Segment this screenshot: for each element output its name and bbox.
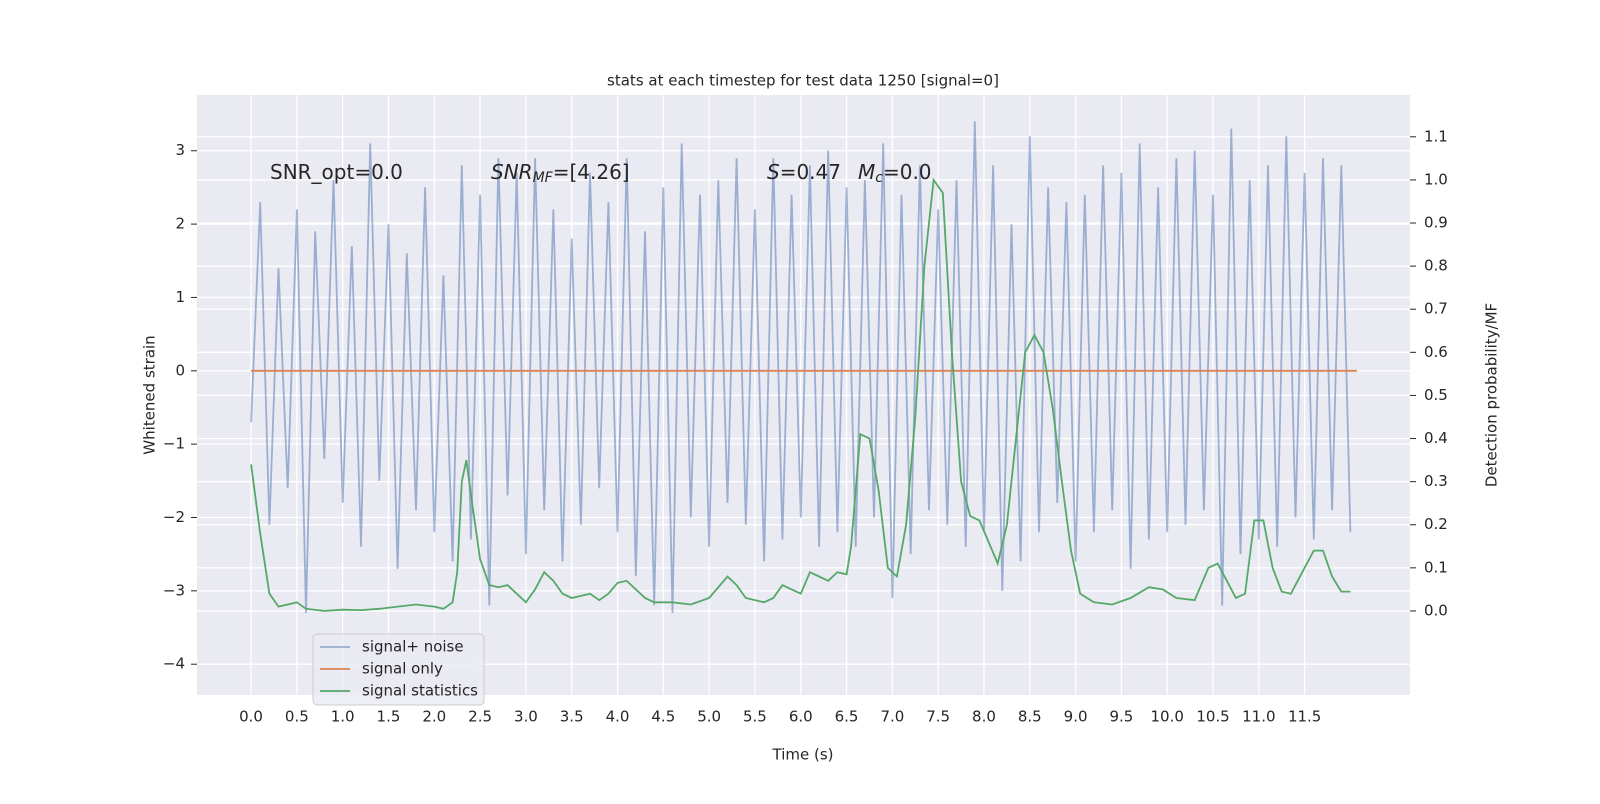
x-tick-label: 10.5 bbox=[1196, 708, 1229, 726]
annotation: SNRMF=[4.26] bbox=[491, 160, 630, 187]
chart-title: stats at each timestep for test data 125… bbox=[607, 72, 999, 90]
legend-label: signal only bbox=[362, 660, 443, 678]
grid bbox=[197, 95, 1410, 695]
y2-axis-label: Detection probability/MF bbox=[1483, 303, 1501, 487]
y2-tick-label: 1.1 bbox=[1424, 127, 1448, 145]
annotation: S=0.47 bbox=[767, 160, 841, 184]
y-tick-label: −2 bbox=[163, 508, 185, 526]
y2-tick-label: 0.1 bbox=[1424, 558, 1448, 576]
annotation-symbol: S bbox=[767, 160, 780, 184]
x-tick-label: 8.5 bbox=[1018, 708, 1042, 726]
annotation-symbol: M bbox=[858, 160, 875, 184]
annotation: Mc=0.0 bbox=[858, 160, 932, 187]
x-tick-label: 5.0 bbox=[697, 708, 721, 726]
series-line bbox=[250, 177, 1351, 612]
annotation-subscript: c bbox=[875, 170, 883, 186]
x-tick-label: 5.5 bbox=[743, 708, 767, 726]
x-tick-label: 3.5 bbox=[560, 708, 584, 726]
x-tick-label: 4.0 bbox=[606, 708, 630, 726]
x-tick-label: 6.5 bbox=[835, 708, 859, 726]
y2-tick-label: 0.6 bbox=[1424, 343, 1448, 361]
y2-tick-label: 0.7 bbox=[1424, 300, 1448, 318]
x-tick-label: 2.5 bbox=[468, 708, 492, 726]
y-tick-label: −4 bbox=[163, 655, 185, 673]
x-axis-label: Time (s) bbox=[772, 746, 834, 764]
annotation: SNR_opt=0.0 bbox=[270, 160, 403, 184]
y2-tick-label: 0.8 bbox=[1424, 257, 1448, 275]
y-tick-label: −3 bbox=[163, 581, 185, 599]
x-tick-label: 11.5 bbox=[1288, 708, 1321, 726]
y2-tick-label: 0.2 bbox=[1424, 515, 1448, 533]
annotation-value: =[4.26] bbox=[553, 160, 630, 184]
y-axis-label: Whitened strain bbox=[141, 335, 159, 454]
y2-tick-label: 0.0 bbox=[1424, 601, 1448, 619]
y-tick-label: 2 bbox=[175, 215, 185, 233]
legend-label: signal statistics bbox=[362, 682, 478, 700]
x-tick-label: 0.0 bbox=[239, 708, 263, 726]
annotation-value: =0.0 bbox=[883, 160, 932, 184]
x-tick-label: 1.0 bbox=[331, 708, 355, 726]
y-tick-label: −1 bbox=[163, 435, 185, 453]
series-line bbox=[250, 121, 1352, 613]
y-tick-label: 3 bbox=[175, 141, 185, 159]
legend-box bbox=[312, 633, 485, 706]
annotation-symbol: SNR bbox=[491, 160, 533, 184]
annotation-text: SNR_opt=0.0 bbox=[270, 160, 403, 184]
x-tick-label: 1.5 bbox=[377, 708, 401, 726]
y2-tick-label: 0.3 bbox=[1424, 472, 1448, 490]
x-tick-label: 9.5 bbox=[1109, 708, 1133, 726]
x-tick-label: 8.0 bbox=[972, 708, 996, 726]
y2-tick-label: 0.9 bbox=[1424, 214, 1448, 232]
annotation-value: =0.47 bbox=[780, 160, 841, 184]
annotation-subscript: MF bbox=[533, 170, 554, 186]
legend-label: signal+ noise bbox=[362, 638, 464, 656]
marks bbox=[250, 121, 1357, 613]
x-tick-label: 10.0 bbox=[1151, 708, 1184, 726]
y2-tick-label: 1.0 bbox=[1424, 170, 1448, 188]
x-tick-label: 7.5 bbox=[926, 708, 950, 726]
x-tick-label: 7.0 bbox=[880, 708, 904, 726]
x-tick-label: 6.0 bbox=[789, 708, 813, 726]
x-tick-label: 9.0 bbox=[1064, 708, 1088, 726]
x-tick-label: 0.5 bbox=[285, 708, 309, 726]
x-tick-label: 4.5 bbox=[651, 708, 675, 726]
y2-tick-label: 0.5 bbox=[1424, 386, 1448, 404]
x-tick-label: 2.0 bbox=[422, 708, 446, 726]
y2-tick-label: 0.4 bbox=[1424, 429, 1448, 447]
x-tick-label: 3.0 bbox=[514, 708, 538, 726]
y-tick-label: 1 bbox=[175, 288, 185, 306]
x-tick-label: 11.0 bbox=[1242, 708, 1275, 726]
y-tick-label: 0 bbox=[175, 361, 185, 379]
